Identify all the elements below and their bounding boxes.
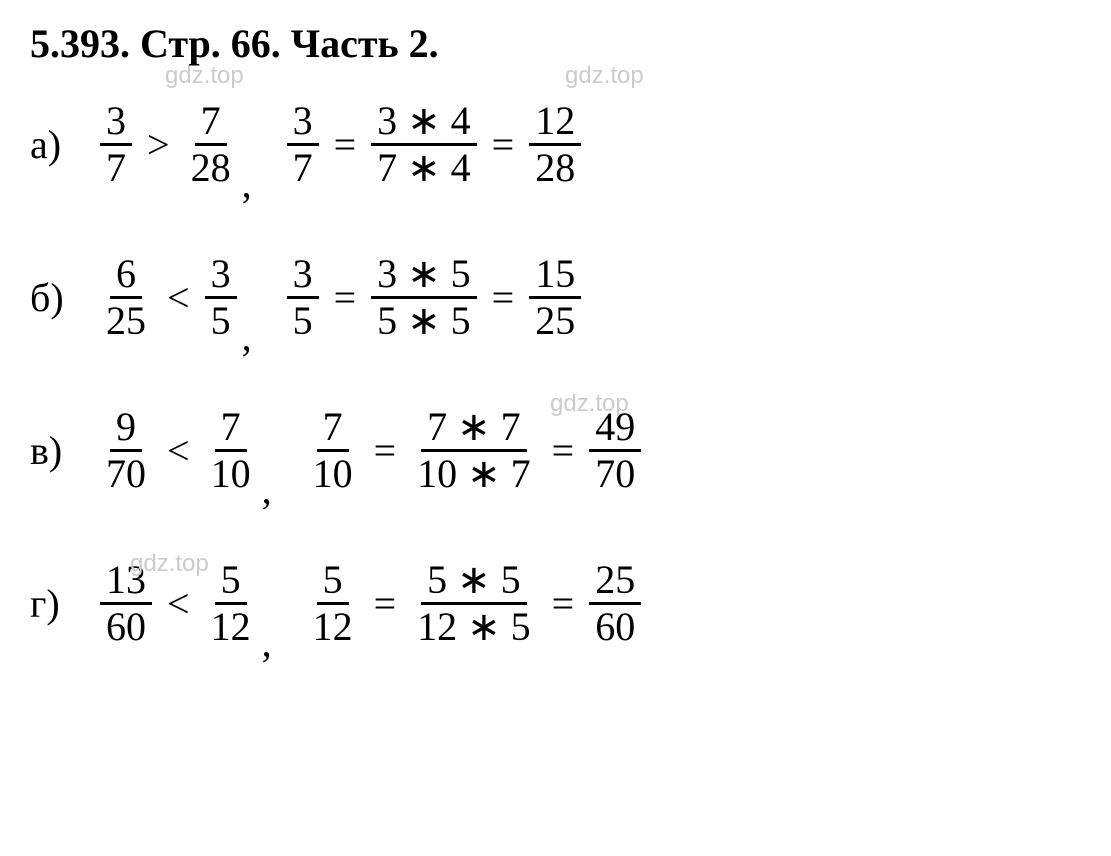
numerator: 7 bbox=[317, 405, 349, 452]
fraction: 15 25 bbox=[529, 252, 581, 343]
denominator: 28 bbox=[185, 146, 237, 190]
denominator: 28 bbox=[529, 146, 581, 190]
fraction: 5 12 bbox=[307, 558, 359, 649]
fraction: 12 28 bbox=[529, 99, 581, 190]
denominator: 5 ∗ 5 bbox=[371, 299, 477, 343]
denominator: 12 ∗ 5 bbox=[411, 605, 537, 649]
comma: , bbox=[262, 466, 272, 513]
denominator: 60 bbox=[589, 605, 641, 649]
numerator: 3 bbox=[287, 252, 319, 299]
comma: , bbox=[262, 619, 272, 666]
numerator: 25 bbox=[589, 558, 641, 605]
numerator: 3 bbox=[100, 99, 132, 146]
equals-operator: = bbox=[334, 121, 357, 168]
relation-operator: < bbox=[167, 580, 190, 627]
relation-operator: < bbox=[167, 274, 190, 321]
page-title: 5.393. Стр. 66. Часть 2. bbox=[30, 20, 1081, 67]
equals-operator: = bbox=[374, 427, 397, 474]
numerator: 7 bbox=[215, 405, 247, 452]
numerator: 7 ∗ 7 bbox=[421, 405, 527, 452]
watermark-1: gdz.top bbox=[165, 62, 244, 90]
numerator: 3 ∗ 4 bbox=[371, 99, 477, 146]
numerator: 7 bbox=[195, 99, 227, 146]
denominator: 70 bbox=[589, 452, 641, 496]
relation-operator: > bbox=[147, 121, 170, 168]
watermark-3: gdz.top bbox=[550, 390, 629, 418]
denominator: 5 bbox=[287, 299, 319, 343]
fraction: 3 5 bbox=[205, 252, 237, 343]
equals-operator: = bbox=[492, 274, 515, 321]
equals-operator: = bbox=[492, 121, 515, 168]
equals-operator: = bbox=[374, 580, 397, 627]
fraction: 3 ∗ 4 7 ∗ 4 bbox=[371, 99, 477, 190]
denominator: 70 bbox=[100, 452, 152, 496]
equals-operator: = bbox=[552, 580, 575, 627]
denominator: 60 bbox=[100, 605, 152, 649]
fraction: 3 7 bbox=[100, 99, 132, 190]
numerator: 9 bbox=[110, 405, 142, 452]
numerator: 3 bbox=[287, 99, 319, 146]
fraction: 6 25 bbox=[100, 252, 152, 343]
denominator: 12 bbox=[205, 605, 257, 649]
comma: , bbox=[242, 160, 252, 207]
row-label: а) bbox=[30, 121, 85, 168]
relation-operator: < bbox=[167, 427, 190, 474]
comma: , bbox=[242, 313, 252, 360]
denominator: 10 ∗ 7 bbox=[411, 452, 537, 496]
numerator: 3 ∗ 5 bbox=[371, 252, 477, 299]
fraction: 3 7 bbox=[287, 99, 319, 190]
watermark-2: gdz.top bbox=[565, 62, 644, 90]
equals-operator: = bbox=[334, 274, 357, 321]
row-b: б) 6 25 < 3 5 , 3 5 = 3 ∗ 5 5 ∗ 5 = 15 2… bbox=[30, 225, 1081, 370]
fraction: 7 ∗ 7 10 ∗ 7 bbox=[411, 405, 537, 496]
fraction: 25 60 bbox=[589, 558, 641, 649]
watermark-4: gdz.top bbox=[130, 550, 209, 578]
denominator: 12 bbox=[307, 605, 359, 649]
row-a: а) 3 7 > 7 28 , 3 7 = 3 ∗ 4 7 ∗ 4 = 12 2… bbox=[30, 72, 1081, 217]
numerator: 15 bbox=[529, 252, 581, 299]
numerator: 3 bbox=[205, 252, 237, 299]
row-label: г) bbox=[30, 580, 85, 627]
fraction: 3 5 bbox=[287, 252, 319, 343]
numerator: 5 bbox=[215, 558, 247, 605]
fraction: 7 10 bbox=[205, 405, 257, 496]
denominator: 7 bbox=[100, 146, 132, 190]
denominator: 7 bbox=[287, 146, 319, 190]
denominator: 10 bbox=[205, 452, 257, 496]
denominator: 25 bbox=[529, 299, 581, 343]
fraction: 5 12 bbox=[205, 558, 257, 649]
equals-operator: = bbox=[552, 427, 575, 474]
numerator: 5 bbox=[317, 558, 349, 605]
denominator: 10 bbox=[307, 452, 359, 496]
denominator: 7 ∗ 4 bbox=[371, 146, 477, 190]
numerator: 5 ∗ 5 bbox=[421, 558, 527, 605]
fraction: 7 10 bbox=[307, 405, 359, 496]
numerator: 12 bbox=[529, 99, 581, 146]
denominator: 5 bbox=[205, 299, 237, 343]
row-label: б) bbox=[30, 274, 85, 321]
numerator: 6 bbox=[110, 252, 142, 299]
denominator: 25 bbox=[100, 299, 152, 343]
row-label: в) bbox=[30, 427, 85, 474]
fraction: 3 ∗ 5 5 ∗ 5 bbox=[371, 252, 477, 343]
fraction: 49 70 bbox=[589, 405, 641, 496]
fraction: 9 70 bbox=[100, 405, 152, 496]
fraction: 7 28 bbox=[185, 99, 237, 190]
fraction: 5 ∗ 5 12 ∗ 5 bbox=[411, 558, 537, 649]
